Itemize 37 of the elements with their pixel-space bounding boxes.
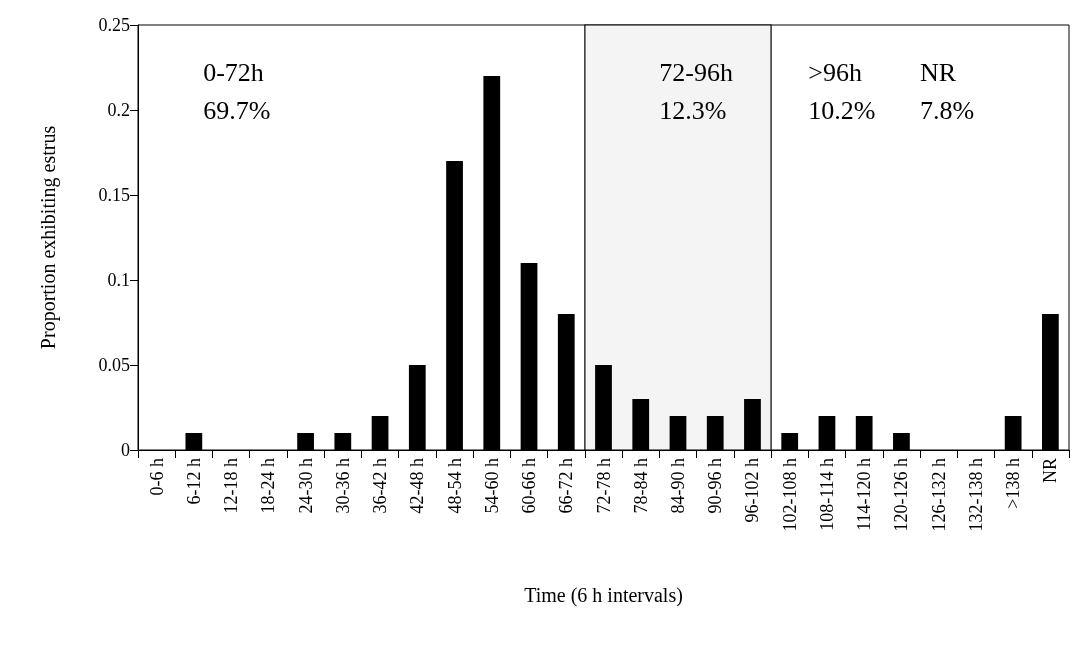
x-tick-label: 24-30 h (295, 458, 316, 514)
x-tick-label: NR (1040, 458, 1061, 484)
x-tick-label: 96-102 h (742, 458, 763, 523)
annotation: 72-96h 12.3% (659, 57, 734, 125)
x-tick-label: 48-54 h (444, 458, 465, 514)
x-tick-label: 6-12 h (183, 458, 204, 505)
x-tick-label: 84-90 h (667, 458, 688, 514)
x-tick-label: 132-138 h (965, 458, 986, 532)
x-tick-label: 36-42 h (370, 458, 391, 514)
x-tick-label: 90-96 h (705, 458, 726, 514)
x-tick-label: 72-78 h (593, 458, 614, 514)
y-axis-title: Proportion exhibiting estrus (37, 125, 60, 350)
y-tick-label: 0.25 (98, 15, 130, 35)
x-axis-title: Time (6 h intervals) (524, 584, 683, 607)
y-tick-label: 0.1 (107, 270, 130, 290)
x-tick-label: 126-132 h (928, 458, 949, 532)
annotation: 0-72h 69.7% (203, 57, 271, 125)
x-tick-label: 60-66 h (519, 458, 540, 514)
y-tick-label: 0.15 (98, 185, 130, 205)
y-tick-label: 0.05 (98, 355, 130, 375)
x-tick-label: 120-126 h (891, 458, 912, 532)
y-tick-label: 0 (121, 440, 130, 460)
x-tick-label: 78-84 h (630, 458, 651, 514)
x-tick-label: 12-18 h (221, 458, 242, 514)
x-tick-label: 42-48 h (407, 458, 428, 514)
x-tick-label: >138 h (1003, 458, 1024, 509)
x-tick-label: 30-36 h (332, 458, 353, 514)
x-tick-label: 102-108 h (779, 458, 800, 532)
annotation: >96h 10.2% (808, 57, 876, 125)
x-tick-label: 0-6 h (146, 458, 167, 496)
annotation: NR 7.8% (920, 57, 975, 125)
x-tick-label: 108-114 h (816, 458, 837, 531)
x-tick-label: 114-120 h (854, 458, 875, 531)
x-tick-label: 18-24 h (258, 458, 279, 514)
y-tick-label: 0.2 (107, 100, 130, 120)
x-tick-label: 66-72 h (556, 458, 577, 514)
x-tick-label: 54-60 h (481, 458, 502, 514)
